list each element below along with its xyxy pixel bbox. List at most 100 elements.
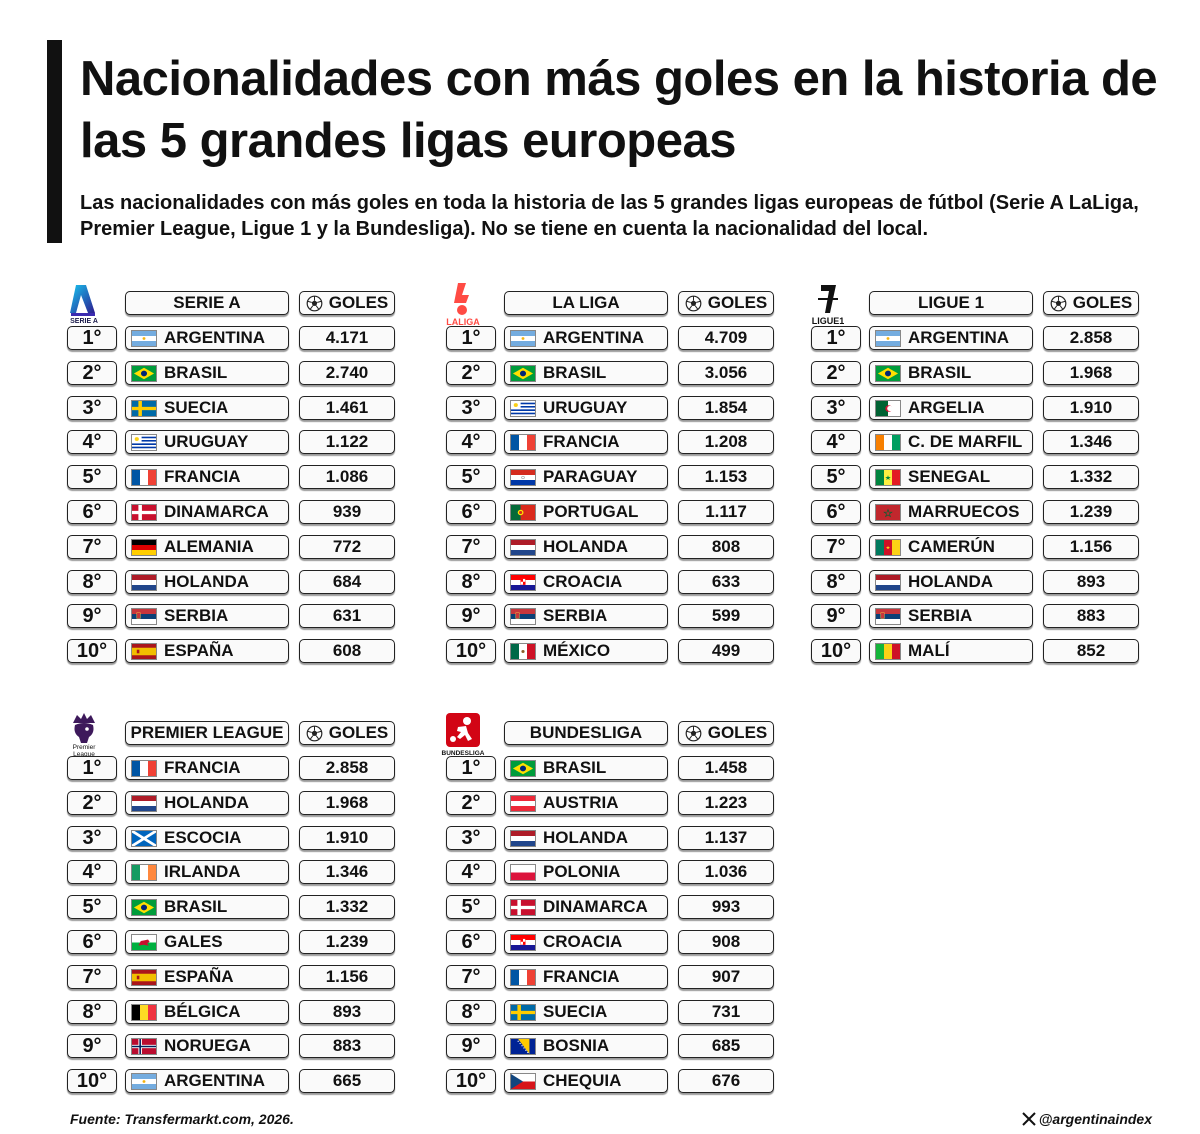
nationality-name: ESPAÑA <box>164 641 234 660</box>
nationality-name: NORUEGA <box>164 1036 251 1055</box>
nationality-cell: DINAMARCA <box>125 500 289 524</box>
goals-header-label: GOLES <box>707 723 768 742</box>
table-row: 7° ALEMANIA 772 <box>67 535 407 559</box>
nationality-cell: SUECIA <box>504 1000 668 1024</box>
rank-cell: 10° <box>446 1069 496 1093</box>
nationality-cell: HOLANDA <box>504 826 668 850</box>
rank-label: 8° <box>461 1000 481 1023</box>
goals-cell: 1.458 <box>678 756 774 780</box>
rank-cell: 6° <box>446 930 496 954</box>
goals-value: 731 <box>711 1002 741 1021</box>
nationality-cell: HOLANDA <box>504 535 668 559</box>
rank-cell: 3° <box>67 826 117 850</box>
goals-cell: 499 <box>678 639 774 663</box>
goals-cell: 2.858 <box>1043 326 1139 350</box>
rank-cell: 5° <box>446 895 496 919</box>
nationality-name: BOSNIA <box>543 1036 610 1055</box>
table-row: 8° SUECIA 731 <box>446 1000 786 1024</box>
flag-netherlands-icon <box>131 573 157 591</box>
nationality-name: BÉLGICA <box>164 1002 241 1021</box>
goals-cell: 2.858 <box>299 756 395 780</box>
goals-value: 1.239 <box>325 932 369 951</box>
table-row: 4° URUGUAY 1.122 <box>67 430 407 454</box>
laliga-logo: LALIGA <box>446 283 480 327</box>
goals-column-header: GOLES <box>299 291 395 315</box>
page-subtitle: Las nacionalidades con más goles en toda… <box>80 192 1139 240</box>
table-row: 9° SERBIA 631 <box>67 604 407 628</box>
rank-label: 10° <box>455 1069 487 1092</box>
flag-netherlands-icon <box>510 538 536 556</box>
logo-text: BUNDESLIGA <box>442 750 485 757</box>
rank-cell: 8° <box>67 570 117 594</box>
rank-label: 6° <box>82 930 102 953</box>
goals-value: 2.740 <box>325 363 369 382</box>
rank-cell: 9° <box>67 604 117 628</box>
goals-cell: 2.740 <box>299 361 395 385</box>
table-row: 7° ESPAÑA 1.156 <box>67 965 407 989</box>
rank-label: 9° <box>461 604 481 627</box>
logo-text: SERIE A <box>70 318 98 325</box>
rank-cell: 3° <box>811 396 861 420</box>
goals-cell: 4.171 <box>299 326 395 350</box>
rank-label: 4° <box>461 430 481 453</box>
nationality-name: FRANCIA <box>164 758 241 777</box>
flag-denmark-icon <box>510 898 536 916</box>
rank-label: 4° <box>82 430 102 453</box>
rank-cell: 6° <box>446 500 496 524</box>
goals-header-label: GOLES <box>1072 293 1133 312</box>
rank-cell: 1° <box>67 756 117 780</box>
nationality-name: HOLANDA <box>164 793 249 812</box>
goals-cell: 907 <box>678 965 774 989</box>
flag-poland-icon <box>510 863 536 881</box>
rank-label: 10° <box>76 1069 108 1092</box>
rank-label: 8° <box>82 1000 102 1023</box>
flag-france-icon <box>131 468 157 486</box>
soccer-ball-icon <box>685 725 702 741</box>
nationality-cell: URUGUAY <box>125 430 289 454</box>
rank-cell: 3° <box>67 396 117 420</box>
x-logo-icon <box>1022 1112 1036 1126</box>
rank-label: 5° <box>461 465 481 488</box>
goals-value: 907 <box>711 967 741 986</box>
rank-cell: 2° <box>67 361 117 385</box>
nationality-name: C. DE MARFIL <box>908 432 1023 451</box>
rank-cell: 4° <box>67 430 117 454</box>
goals-cell: 852 <box>1043 639 1139 663</box>
league-name: PREMIER LEAGUE <box>130 723 284 742</box>
rank-cell: 4° <box>446 430 496 454</box>
goals-cell: 1.239 <box>1043 500 1139 524</box>
table-row: 3° ARGELIA 1.910 <box>811 396 1151 420</box>
goals-value: 676 <box>711 1071 741 1090</box>
nationality-cell: FRANCIA <box>125 465 289 489</box>
nationality-name: FRANCIA <box>543 967 620 986</box>
nationality-cell: BRASIL <box>504 756 668 780</box>
nationality-cell: HOLANDA <box>125 570 289 594</box>
nationality-name: BRASIL <box>908 363 972 382</box>
table-row: 3° ESCOCIA 1.910 <box>67 826 407 850</box>
nationality-cell: BRASIL <box>125 895 289 919</box>
rank-label: 1° <box>826 326 846 349</box>
table-row: 2° BRASIL 3.056 <box>446 361 786 385</box>
title-accent-bar <box>47 40 62 243</box>
flag-argentina-icon <box>875 329 901 347</box>
rank-cell: 10° <box>811 639 861 663</box>
flag-france-icon <box>131 759 157 777</box>
nationality-cell: MÉXICO <box>504 639 668 663</box>
page-title: Nacionalidades con más goles en la histo… <box>80 52 1158 168</box>
rank-cell: 4° <box>811 430 861 454</box>
rank-cell: 1° <box>67 326 117 350</box>
table-row: 4° C. DE MARFIL 1.346 <box>811 430 1151 454</box>
goals-value: 685 <box>711 1036 741 1055</box>
flag-brazil-icon <box>131 898 157 916</box>
table-row: 1° ARGENTINA 2.858 <box>811 326 1151 350</box>
rank-cell: 9° <box>811 604 861 628</box>
table-row: 6° CROACIA 908 <box>446 930 786 954</box>
nationality-name: POLONIA <box>543 862 621 881</box>
table-row: 5° PARAGUAY 1.153 <box>446 465 786 489</box>
nationality-cell: MARRUECOS <box>869 500 1033 524</box>
goals-cell: 883 <box>1043 604 1139 628</box>
flag-serbia-icon <box>510 607 536 625</box>
goals-cell: 665 <box>299 1069 395 1093</box>
nationality-name: FRANCIA <box>164 467 241 486</box>
